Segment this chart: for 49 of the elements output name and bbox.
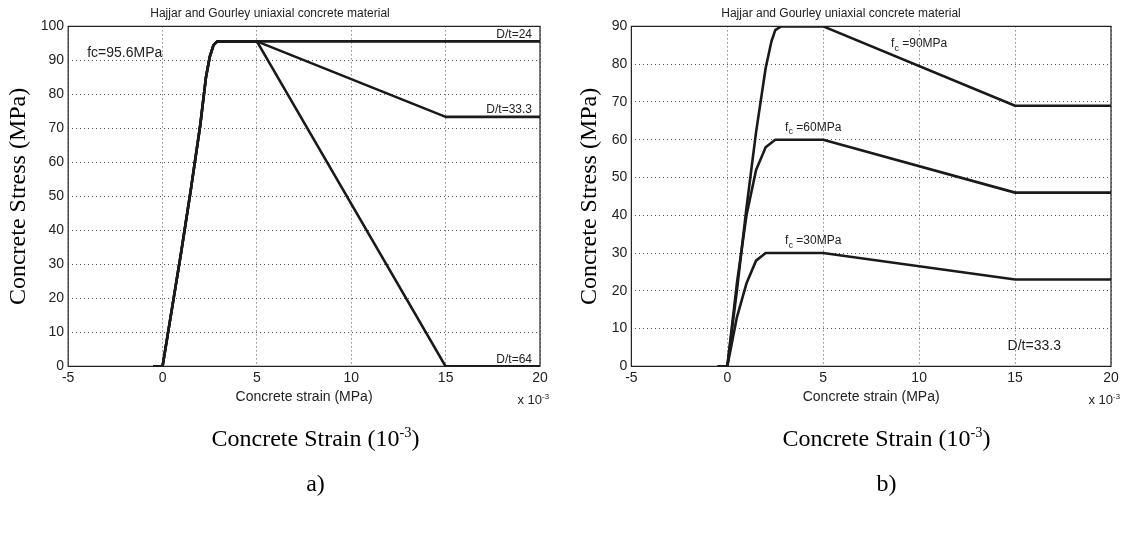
text: x 10$^{-3}$ [517, 392, 549, 408]
y-tick-label: 100 [40, 17, 65, 34]
y-tick-label: 90 [611, 17, 628, 34]
x-tick-label: 20 [1103, 368, 1119, 385]
chart-title: Hajjar and Gourley uniaxial concrete material [150, 5, 390, 20]
y-tick-label: 20 [48, 289, 65, 306]
x-axis-title: Concrete strain (MPa) [235, 388, 373, 405]
y-tick-label: 30 [611, 243, 628, 260]
x-tick-label: 5 [819, 368, 828, 385]
y-tick-label: 10 [611, 319, 628, 336]
text: Concrete Strain (10$^{-3}$) [210, 424, 421, 452]
x-tick-label: 15 [1007, 368, 1024, 385]
x-tick-label: 20 [532, 368, 548, 385]
annotation: fc=95.6MPa [87, 44, 163, 61]
x-tick-label: 0 [158, 368, 167, 385]
text: a) [305, 470, 326, 497]
text: Concrete Strain (10$^{-3}$) [781, 424, 992, 452]
series-label: D/t=24 [496, 26, 533, 41]
x-tick-label: 10 [911, 368, 928, 385]
y-tick-label: 10 [48, 323, 65, 340]
x-tick-label: 15 [437, 368, 454, 385]
y-tick-label: 30 [48, 255, 65, 272]
y-tick-label: 40 [611, 206, 628, 223]
y-tick-label: 70 [48, 119, 65, 136]
y-tick-label: 0 [56, 357, 65, 374]
text: b) [875, 470, 898, 497]
y-tick-label: 80 [48, 85, 65, 102]
text: x 10$^{-3}$ [1088, 392, 1120, 408]
y-tick-label: 60 [611, 130, 628, 147]
y-axis-title: Concrete Stress (MPa) [3, 87, 30, 306]
x-tick-label: 10 [343, 368, 360, 385]
annotation: D/t=33.3 [1007, 336, 1062, 353]
x-tick-label: 0 [723, 368, 732, 385]
y-axis-title: Concrete Stress (MPa) [574, 87, 601, 306]
y-tick-label: 40 [48, 221, 65, 238]
y-tick-label: 50 [48, 187, 65, 204]
y-tick-label: 50 [611, 168, 628, 185]
y-tick-label: 80 [611, 55, 628, 72]
x-tick-label: 5 [253, 368, 261, 385]
y-tick-label: 0 [619, 357, 628, 374]
y-tick-label: 90 [48, 51, 65, 68]
series-label: D/t=33.3 [486, 102, 533, 117]
series-label: D/t=64 [496, 351, 533, 366]
y-tick-label: 60 [48, 153, 65, 170]
chart-title: Hajjar and Gourley uniaxial concrete material [721, 5, 961, 20]
x-axis-title: Concrete strain (MPa) [802, 388, 940, 405]
y-tick-label: 70 [611, 92, 628, 109]
y-tick-label: 20 [611, 281, 628, 298]
x-tick-label: -5 [625, 368, 638, 385]
